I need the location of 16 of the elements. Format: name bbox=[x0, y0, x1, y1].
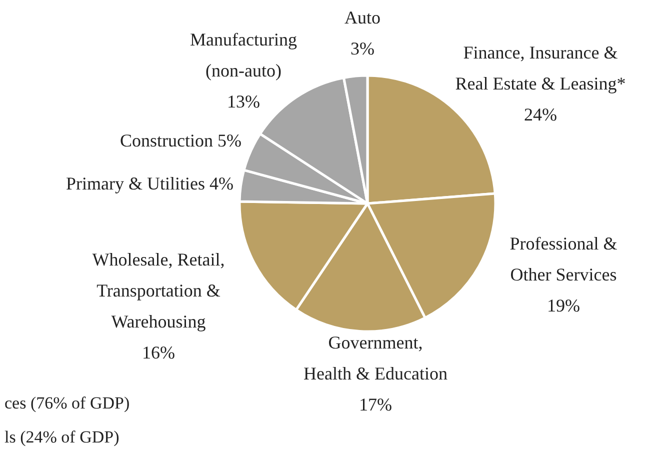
slice-label: Wholesale, Retail, Transportation & Warehousing bbox=[92, 250, 225, 332]
text: ces (76% of GDP) bbox=[4, 394, 130, 412]
slice-label: Manufacturing (non-auto) bbox=[190, 30, 297, 80]
slice-label: Auto bbox=[344, 8, 380, 28]
slice-label: Construction 5% bbox=[120, 130, 242, 150]
data-label: 16% bbox=[142, 342, 176, 362]
data-label: 17% bbox=[359, 394, 392, 414]
data-label: 24% bbox=[524, 104, 558, 124]
data-label: 13% bbox=[227, 92, 260, 112]
data-label: 3% bbox=[350, 38, 375, 58]
data-label: 19% bbox=[547, 296, 580, 316]
slice-label: Primary & Utilities 4% bbox=[66, 174, 234, 194]
text: ls (24% of GDP) bbox=[4, 428, 120, 446]
slice-label: Professional & Other Services bbox=[510, 234, 618, 284]
slice-label: Government, Health & Education bbox=[304, 332, 448, 384]
slice-label: Finance, Insurance & Real Estate & Leasing* bbox=[455, 42, 626, 94]
